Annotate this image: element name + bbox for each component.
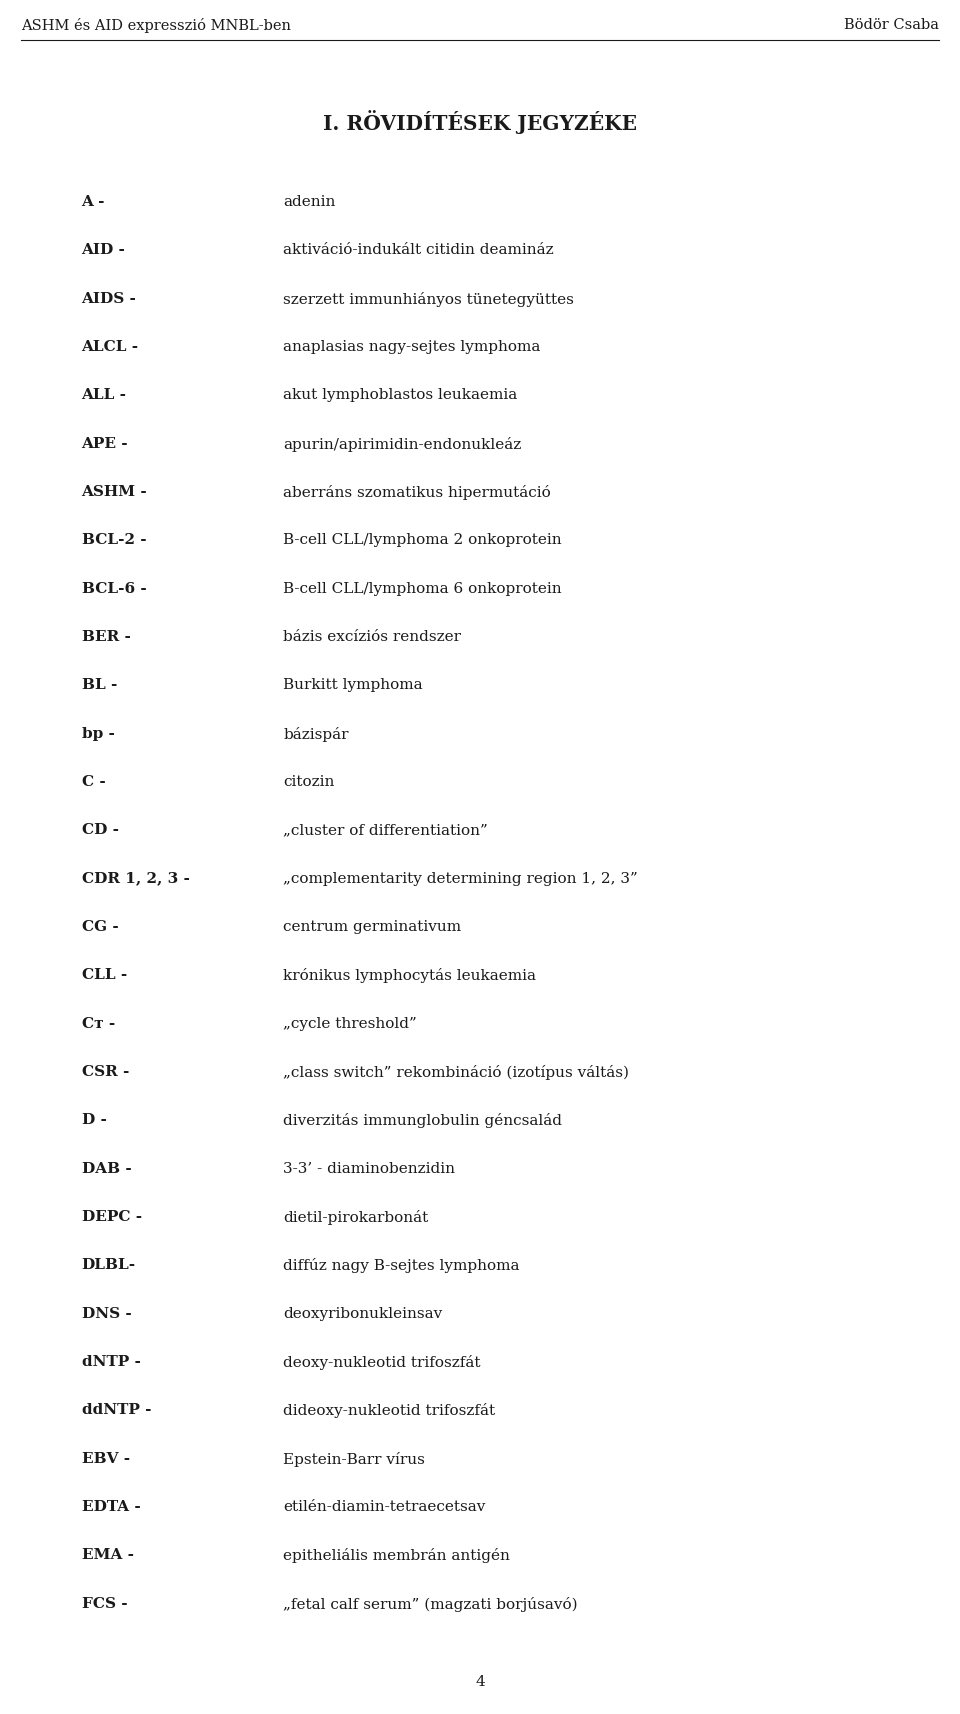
Text: D -: D -	[82, 1114, 107, 1128]
Text: epitheliális membrán antigén: epitheliális membrán antigén	[283, 1548, 510, 1563]
Text: BCL-2 -: BCL-2 -	[82, 533, 146, 547]
Text: aberráns szomatikus hipermutáció: aberráns szomatikus hipermutáció	[283, 485, 551, 500]
Text: CLL -: CLL -	[82, 968, 127, 982]
Text: diffúz nagy B-sejtes lymphoma: diffúz nagy B-sejtes lymphoma	[283, 1258, 519, 1274]
Text: AIDS -: AIDS -	[82, 291, 136, 305]
Text: EBV -: EBV -	[82, 1452, 130, 1465]
Text: ASHM és AID expresszió MNBL-ben: ASHM és AID expresszió MNBL-ben	[21, 19, 291, 33]
Text: deoxy-nukleotid trifoszfát: deoxy-nukleotid trifoszfát	[283, 1356, 481, 1369]
Text: diverzitás immunglobulin géncsalád: diverzitás immunglobulin géncsalád	[283, 1114, 563, 1128]
Text: A -: A -	[82, 195, 105, 209]
Text: I. RÖVIDÍTÉSEK JEGYZÉKE: I. RÖVIDÍTÉSEK JEGYZÉKE	[323, 110, 637, 134]
Text: DEPC -: DEPC -	[82, 1210, 142, 1224]
Text: bázis excíziós rendszer: bázis excíziós rendszer	[283, 631, 461, 644]
Text: dNTP -: dNTP -	[82, 1356, 140, 1369]
Text: szerzett immunhiányos tünetegyüttes: szerzett immunhiányos tünetegyüttes	[283, 291, 574, 307]
Text: citozin: citozin	[283, 775, 335, 788]
Text: bp -: bp -	[82, 727, 114, 740]
Text: akut lymphoblastos leukaemia: akut lymphoblastos leukaemia	[283, 389, 517, 403]
Text: „class switch” rekombináció (izotípus váltás): „class switch” rekombináció (izotípus vá…	[283, 1064, 629, 1080]
Text: etilén-diamin-tetraecetsav: etilén-diamin-tetraecetsav	[283, 1500, 486, 1513]
Text: B-cell CLL/lymphoma 2 onkoprotein: B-cell CLL/lymphoma 2 onkoprotein	[283, 533, 562, 547]
Text: „complementarity determining region 1, 2, 3”: „complementarity determining region 1, 2…	[283, 872, 638, 886]
Text: CSR -: CSR -	[82, 1064, 129, 1080]
Text: „fetal calf serum” (magzati borjúsavó): „fetal calf serum” (magzati borjúsavó)	[283, 1597, 578, 1611]
Text: „cluster of differentiation”: „cluster of differentiation”	[283, 823, 488, 838]
Text: „cycle threshold”: „cycle threshold”	[283, 1016, 417, 1030]
Text: B-cell CLL/lymphoma 6 onkoprotein: B-cell CLL/lymphoma 6 onkoprotein	[283, 581, 562, 596]
Text: EDTA -: EDTA -	[82, 1500, 140, 1513]
Text: dietil-pirokarbonát: dietil-pirokarbonát	[283, 1210, 428, 1226]
Text: krónikus lymphocytás leukaemia: krónikus lymphocytás leukaemia	[283, 968, 537, 984]
Text: Bödör Csaba: Bödör Csaba	[844, 19, 939, 33]
Text: DNS -: DNS -	[82, 1306, 132, 1321]
Text: AID -: AID -	[82, 243, 126, 257]
Text: Cᴛ -: Cᴛ -	[82, 1016, 115, 1030]
Text: bázispár: bázispár	[283, 727, 348, 742]
Text: ALCL -: ALCL -	[82, 339, 139, 355]
Text: ALL -: ALL -	[82, 389, 127, 403]
Text: Epstein-Barr vírus: Epstein-Barr vírus	[283, 1452, 425, 1467]
Text: BER -: BER -	[82, 631, 131, 644]
Text: BL -: BL -	[82, 679, 117, 692]
Text: centrum germinativum: centrum germinativum	[283, 920, 462, 934]
Text: EMA -: EMA -	[82, 1548, 133, 1563]
Text: CDR 1, 2, 3 -: CDR 1, 2, 3 -	[82, 872, 189, 886]
Text: C -: C -	[82, 775, 106, 788]
Text: dideoxy-nukleotid trifoszfát: dideoxy-nukleotid trifoszfát	[283, 1404, 495, 1417]
Text: 4: 4	[475, 1675, 485, 1688]
Text: 3-3’ - diaminobenzidin: 3-3’ - diaminobenzidin	[283, 1162, 455, 1176]
Text: anaplasias nagy-sejtes lymphoma: anaplasias nagy-sejtes lymphoma	[283, 339, 540, 355]
Text: ASHM -: ASHM -	[82, 485, 147, 499]
Text: deoxyribonukleinsav: deoxyribonukleinsav	[283, 1306, 443, 1321]
Text: aktiváció-indukált citidin deamináz: aktiváció-indukált citidin deamináz	[283, 243, 554, 257]
Text: BCL-6 -: BCL-6 -	[82, 581, 146, 596]
Text: DLBL-: DLBL-	[82, 1258, 135, 1272]
Text: APE -: APE -	[82, 437, 129, 451]
Text: CD -: CD -	[82, 823, 119, 838]
Text: FCS -: FCS -	[82, 1597, 128, 1611]
Text: ddNTP -: ddNTP -	[82, 1404, 151, 1417]
Text: adenin: adenin	[283, 195, 336, 209]
Text: apurin/apirimidin-endonukleáz: apurin/apirimidin-endonukleáz	[283, 437, 521, 452]
Text: CG -: CG -	[82, 920, 118, 934]
Text: DAB -: DAB -	[82, 1162, 132, 1176]
Text: Burkitt lymphoma: Burkitt lymphoma	[283, 679, 422, 692]
